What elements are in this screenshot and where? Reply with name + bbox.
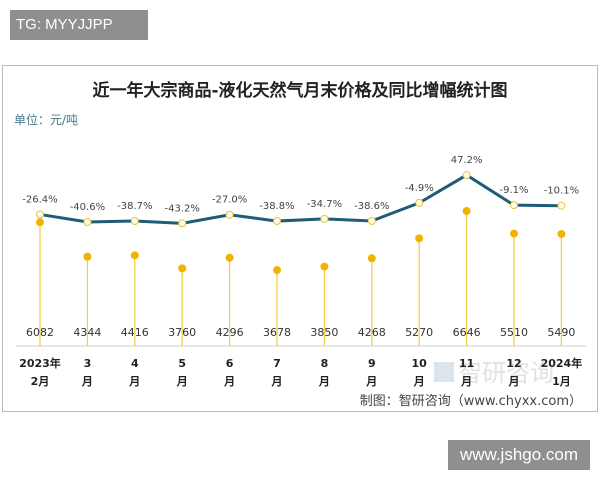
yoy-label: -4.9% [405,183,434,194]
x-tick-label: 4 [131,357,139,370]
price-label: 6082 [26,326,54,339]
price-dot [225,253,234,262]
yoy-point [36,210,44,219]
price-dot [415,234,424,243]
yoy-point [178,219,187,228]
yoy-label: -38.6% [354,201,389,212]
x-tick-label: 月 [460,375,472,388]
yoy-point [415,198,424,207]
x-tick-label: 12 [506,357,521,370]
yoy-point [510,201,518,210]
yoy-label: -10.1% [544,186,579,197]
price-dot [83,252,92,261]
price-dot [510,229,518,238]
yoy-point [462,171,471,180]
x-tick-label: 6 [226,357,234,370]
price-dot [557,229,566,238]
x-tick-label: 2月 [31,375,50,388]
x-tick-label: 月 [413,375,425,388]
watermark: www.jshgo.com [448,440,590,470]
yoy-point [273,217,281,226]
logo-mark [434,362,454,382]
yoy-point [130,217,139,226]
price-dot [367,254,376,263]
yoy-point [557,201,566,210]
price-dot [36,218,44,227]
price-label: 5490 [547,326,575,339]
x-tick-label: 1月 [552,375,571,388]
yoy-label: -34.7% [307,199,342,210]
x-tick-label: 9 [368,357,376,370]
x-tick-label: 5 [178,357,186,370]
yoy-label: -43.2% [165,203,200,214]
price-label: 5270 [405,326,433,339]
x-tick-label: 月 [365,375,377,388]
yoy-label: -26.4% [22,194,57,205]
price-label: 3760 [168,326,196,339]
yoy-label: -38.7% [117,201,152,212]
yoy-point [367,216,376,225]
chyxx-logo-watermark: 智研咨询 [434,359,554,387]
x-tick-label: 月 [176,375,188,388]
x-tick-label: 月 [128,375,140,388]
x-tick-label: 月 [318,375,330,388]
x-tick-label: 月 [271,375,283,388]
x-tick-label: 10 [412,357,428,370]
yoy-label: 47.2% [451,155,483,166]
yoy-point [83,218,92,227]
chart-title: 近一年大宗商品-液化天然气月末价格及同比增幅统计图 [92,80,507,101]
price-dot [178,264,187,273]
price-label: 3678 [263,326,291,339]
price-dot [130,251,139,260]
x-tick-label: 7 [273,357,281,370]
x-tick-label: 11 [459,357,474,370]
price-label: 4416 [121,326,149,339]
x-tick-label: 3 [84,357,92,370]
price-dot [462,207,471,215]
x-tick-label: 8 [321,357,329,370]
yoy-point [320,214,329,223]
price-label: 6646 [453,326,481,339]
unit-label: 单位：元/吨 [14,112,78,127]
price-label: 4268 [358,326,386,339]
price-label: 3850 [310,326,338,339]
yoy-point [225,210,234,219]
x-tick-label: 月 [223,375,235,388]
x-tick-label: 2024年 [541,356,583,370]
price-label: 4344 [73,326,101,339]
yoy-label: -38.8% [259,201,294,212]
chart-frame [2,65,598,412]
yoy-line [39,173,562,225]
logo-text: 智研咨询 [458,359,554,387]
price-label: 4296 [216,326,244,339]
x-tick-label: 月 [508,375,520,388]
x-tick-label: 月 [81,375,93,388]
overlay-tag: TG: MYYJJPP [10,10,148,40]
x-tick-label: 2023年 [19,356,61,370]
source-credit: 制图：智研咨询（www.chyxx.com） [360,394,582,409]
yoy-label: -9.1% [499,185,528,196]
price-dot [273,266,281,275]
yoy-label: -27.0% [212,195,247,206]
yoy-label: -40.6% [70,202,105,213]
price-label: 5510 [500,326,528,339]
price-dot [320,262,329,271]
